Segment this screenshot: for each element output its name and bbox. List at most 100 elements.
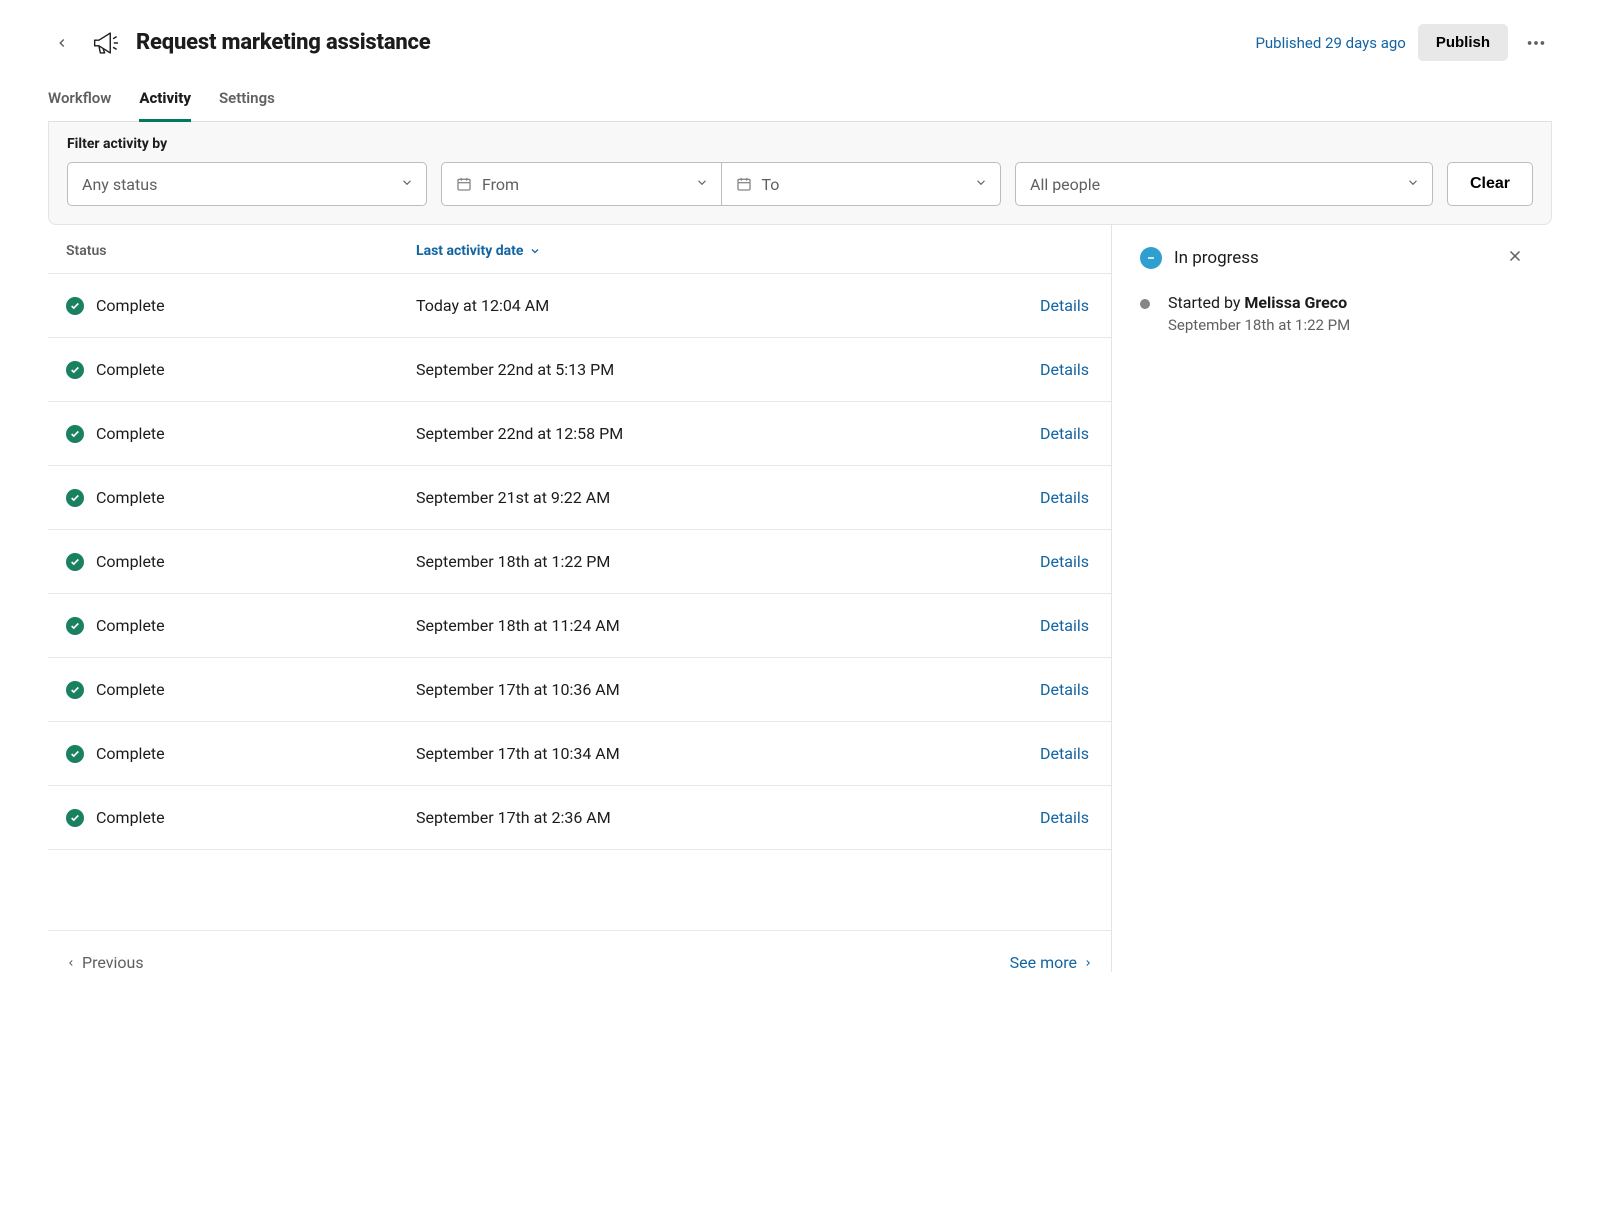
activity-row: Complete September 17th at 2:36 AMDetails bbox=[48, 785, 1111, 850]
status-text: Complete bbox=[96, 552, 165, 571]
status-text: Complete bbox=[96, 616, 165, 635]
activity-list: Status Last activity date Complete Today … bbox=[48, 225, 1112, 972]
more-actions-button[interactable] bbox=[1520, 27, 1552, 59]
details-link[interactable]: Details bbox=[1040, 488, 1093, 507]
pagination: Previous See more bbox=[48, 930, 1111, 972]
status-text: Complete bbox=[96, 424, 165, 443]
started-by-prefix: Started by bbox=[1168, 293, 1244, 312]
date-cell: Today at 12:04 AM bbox=[416, 296, 1040, 315]
status-cell: Complete bbox=[66, 488, 416, 507]
check-circle-icon bbox=[66, 681, 84, 699]
started-by-name: Melissa Greco bbox=[1244, 293, 1347, 312]
filter-to-date[interactable]: To bbox=[721, 162, 1002, 206]
check-circle-icon bbox=[66, 809, 84, 827]
pagination-see-more[interactable]: See more bbox=[1010, 953, 1093, 972]
megaphone-icon bbox=[88, 25, 124, 61]
check-circle-icon bbox=[66, 617, 84, 635]
activity-row: Complete September 18th at 1:22 PMDetails bbox=[48, 529, 1111, 593]
details-link[interactable]: Details bbox=[1040, 424, 1093, 443]
status-text: Complete bbox=[96, 808, 165, 827]
tab-settings[interactable]: Settings bbox=[219, 81, 275, 122]
activity-row: Complete Today at 12:04 AMDetails bbox=[48, 273, 1111, 337]
detail-panel: In progress Started by Melissa Greco Sep… bbox=[1112, 225, 1552, 972]
status-cell: Complete bbox=[66, 552, 416, 571]
activity-row: Complete September 22nd at 5:13 PMDetails bbox=[48, 337, 1111, 401]
published-text[interactable]: Published 29 days ago bbox=[1255, 34, 1405, 52]
column-header-date[interactable]: Last activity date bbox=[416, 243, 1093, 259]
chevron-down-icon bbox=[529, 245, 541, 257]
close-icon bbox=[1506, 247, 1524, 265]
calendar-icon bbox=[736, 176, 752, 192]
tab-activity[interactable]: Activity bbox=[139, 81, 191, 122]
date-cell: September 22nd at 12:58 PM bbox=[416, 424, 1040, 443]
chevron-down-icon bbox=[1406, 175, 1420, 194]
publish-button[interactable]: Publish bbox=[1418, 24, 1508, 61]
chevron-left-icon bbox=[66, 958, 76, 968]
status-text: Complete bbox=[96, 488, 165, 507]
timeline-timestamp: September 18th at 1:22 PM bbox=[1168, 316, 1350, 334]
details-link[interactable]: Details bbox=[1040, 808, 1093, 827]
more-horizontal-icon bbox=[1525, 32, 1547, 54]
date-cell: September 21st at 9:22 AM bbox=[416, 488, 1040, 507]
calendar-icon bbox=[456, 176, 472, 192]
pagination-previous[interactable]: Previous bbox=[66, 953, 144, 972]
details-link[interactable]: Details bbox=[1040, 680, 1093, 699]
check-circle-icon bbox=[66, 489, 84, 507]
close-panel-button[interactable] bbox=[1506, 247, 1524, 269]
chevron-down-icon bbox=[695, 175, 709, 194]
status-cell: Complete bbox=[66, 360, 416, 379]
clear-filters-button[interactable]: Clear bbox=[1447, 162, 1533, 206]
check-circle-icon bbox=[66, 361, 84, 379]
date-cell: September 22nd at 5:13 PM bbox=[416, 360, 1040, 379]
timeline-started-by: Started by Melissa Greco bbox=[1168, 293, 1350, 312]
pagination-previous-label: Previous bbox=[82, 953, 144, 972]
chevron-left-icon bbox=[55, 36, 69, 50]
chevron-down-icon bbox=[400, 175, 414, 194]
filter-status-placeholder: Any status bbox=[82, 175, 157, 194]
tabs: Workflow Activity Settings bbox=[48, 81, 1552, 122]
activity-row: Complete September 17th at 10:36 AMDetail… bbox=[48, 657, 1111, 721]
date-cell: September 17th at 2:36 AM bbox=[416, 808, 1040, 827]
page-title: Request marketing assistance bbox=[136, 30, 431, 55]
activity-row: Complete September 22nd at 12:58 PMDetail… bbox=[48, 401, 1111, 465]
filter-status-select[interactable]: Any status bbox=[67, 162, 427, 206]
status-cell: Complete bbox=[66, 680, 416, 699]
chevron-right-icon bbox=[1083, 958, 1093, 968]
status-text: Complete bbox=[96, 744, 165, 763]
filter-to-placeholder: To bbox=[762, 175, 780, 194]
timeline-dot-icon bbox=[1140, 299, 1150, 309]
page-header: Request marketing assistance Published 2… bbox=[48, 24, 1552, 61]
timeline-item: Started by Melissa Greco September 18th … bbox=[1140, 293, 1524, 334]
details-link[interactable]: Details bbox=[1040, 744, 1093, 763]
check-circle-icon bbox=[66, 425, 84, 443]
pagination-see-more-label: See more bbox=[1010, 953, 1077, 972]
details-link[interactable]: Details bbox=[1040, 296, 1093, 315]
date-cell: September 17th at 10:34 AM bbox=[416, 744, 1040, 763]
activity-row: CompleteSeptember 18th at 11:24 AMDetail… bbox=[48, 593, 1111, 657]
tab-workflow[interactable]: Workflow bbox=[48, 81, 111, 122]
back-button[interactable] bbox=[48, 29, 76, 57]
chevron-down-icon bbox=[974, 175, 988, 194]
in-progress-icon bbox=[1140, 247, 1162, 269]
details-link[interactable]: Details bbox=[1040, 360, 1093, 379]
filter-label: Filter activity by bbox=[67, 136, 1533, 152]
filter-people-select[interactable]: All people bbox=[1015, 162, 1433, 206]
status-text: Complete bbox=[96, 296, 165, 315]
status-cell: Complete bbox=[66, 616, 416, 635]
column-header-date-label: Last activity date bbox=[416, 243, 523, 259]
activity-row: Complete September 17th at 10:34 AMDetail… bbox=[48, 721, 1111, 785]
date-cell: September 18th at 1:22 PM bbox=[416, 552, 1040, 571]
status-cell: Complete bbox=[66, 424, 416, 443]
status-text: Complete bbox=[96, 360, 165, 379]
status-cell: Complete bbox=[66, 744, 416, 763]
filter-from-date[interactable]: From bbox=[441, 162, 721, 206]
details-link[interactable]: Details bbox=[1040, 616, 1093, 635]
details-link[interactable]: Details bbox=[1040, 552, 1093, 571]
status-cell: Complete bbox=[66, 296, 416, 315]
column-header-status: Status bbox=[66, 243, 416, 259]
check-circle-icon bbox=[66, 297, 84, 315]
status-text: Complete bbox=[96, 680, 165, 699]
filter-people-placeholder: All people bbox=[1030, 175, 1100, 194]
activity-row: Complete September 21st at 9:22 AMDetails bbox=[48, 465, 1111, 529]
date-cell: September 17th at 10:36 AM bbox=[416, 680, 1040, 699]
